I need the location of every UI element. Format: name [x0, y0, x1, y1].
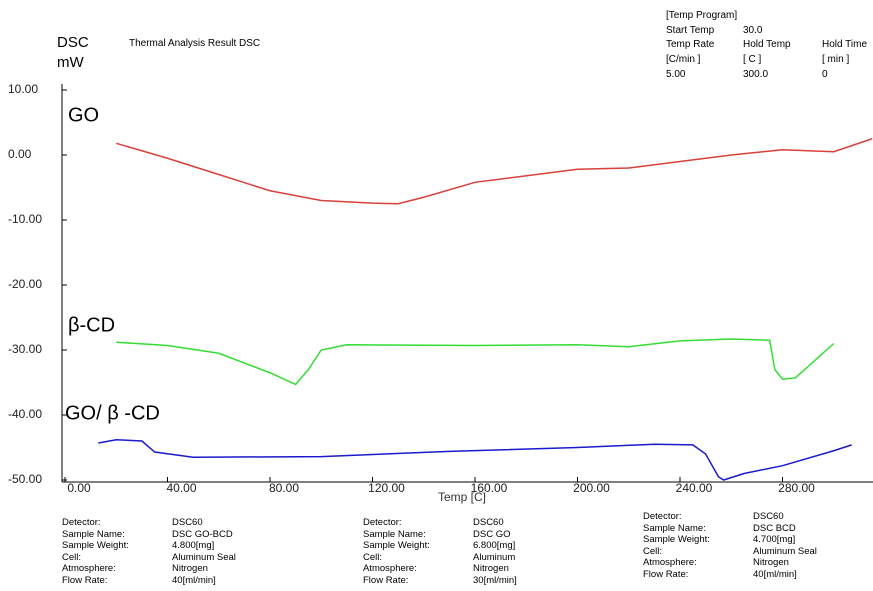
program-cell: [ min ] — [822, 54, 850, 65]
detail-label: Detector: — [363, 517, 402, 528]
detail-label: Sample Weight: — [643, 534, 710, 545]
detail-label: Sample Name: — [363, 528, 426, 540]
detail-value: DSC GO-BCD — [172, 528, 233, 540]
program-cell: Hold Temp — [743, 39, 791, 50]
detail-label: Sample Weight: — [363, 540, 430, 551]
y-tick-label: 0.00 — [8, 147, 32, 161]
detail-value: Nitrogen — [172, 563, 208, 574]
x-tick-label: 240.00 — [676, 481, 713, 495]
program-cell: [C/min ] — [666, 54, 701, 65]
detail-value: DSC60 — [753, 511, 784, 522]
program-cell: Temp Rate — [666, 39, 715, 50]
x-tick-label: 200.00 — [573, 481, 610, 495]
x-tick-label: 0.00 — [67, 481, 91, 495]
program-cell: 300.0 — [743, 69, 769, 80]
y-tick-label: -30.00 — [8, 342, 42, 356]
detail-value: Aluminum — [473, 551, 516, 563]
detail-value: 40[ml/min] — [172, 574, 216, 586]
program-cell: 30.0 — [743, 25, 763, 36]
detail-value: 40[ml/min] — [753, 568, 797, 580]
detail-label: Sample Name: — [62, 528, 125, 540]
detail-label: Cell: — [643, 545, 663, 557]
detail-label: Sample Name: — [643, 522, 706, 534]
detail-value: DSC GO — [473, 528, 511, 540]
x-tick-label: 120.00 — [368, 481, 405, 495]
x-tick-label: 40.00 — [166, 481, 196, 495]
detail-label: Flow Rate: — [643, 568, 689, 580]
detail-label: Atmosphere: — [363, 563, 417, 574]
detail-label: Atmosphere: — [62, 563, 116, 574]
detail-label: Flow Rate: — [62, 574, 108, 586]
detail-label: Cell: — [62, 551, 82, 563]
x-axis-label: Temp [C] — [438, 490, 486, 504]
detail-label: Flow Rate: — [363, 574, 409, 586]
detail-value: 4.800[mg] — [172, 540, 215, 551]
program-cell: 5.00 — [666, 69, 686, 80]
series-label: GO — [68, 104, 99, 126]
detail-label: Detector: — [62, 517, 101, 528]
detail-label: Atmosphere: — [643, 557, 697, 568]
detail-value: 4.700[mg] — [753, 534, 796, 545]
instrument: DSC — [57, 34, 89, 51]
detail-value: 6.800[mg] — [473, 540, 516, 551]
detail-value: Aluminum Seal — [753, 545, 817, 557]
detail-label: Sample Weight: — [62, 540, 129, 551]
detail-value: DSC60 — [473, 517, 504, 528]
x-tick-label: 280.00 — [778, 481, 815, 495]
y-tick-label: -50.00 — [8, 472, 42, 486]
x-tick-label: 80.00 — [269, 481, 299, 495]
series-label: GO/ β -CD — [65, 402, 160, 424]
program-cell: [ C ] — [743, 54, 762, 65]
y-tick-label: 10.00 — [8, 82, 38, 96]
data-line — [98, 438, 852, 481]
detail-value: Aluminum Seal — [172, 551, 236, 563]
data-line — [116, 338, 835, 386]
program-cell: Start Temp — [666, 25, 715, 36]
data-line — [116, 138, 873, 205]
y-tick-label: -20.00 — [8, 277, 42, 291]
program-title: [Temp Program] — [666, 10, 738, 21]
series-label: β-CD — [68, 314, 115, 336]
detail-value: Nitrogen — [473, 563, 509, 574]
program-cell: 0 — [822, 69, 828, 80]
detail-value: DSC60 — [172, 517, 203, 528]
detail-label: Cell: — [363, 551, 383, 563]
detail-value: DSC BCD — [753, 522, 796, 534]
y-tick-label: -40.00 — [8, 407, 42, 421]
header-title: Thermal Analysis Result DSC — [129, 38, 261, 49]
detail-value: Nitrogen — [753, 557, 789, 568]
detail-value: 30[ml/min] — [473, 574, 517, 586]
unit: mW — [57, 54, 84, 71]
y-tick-label: -10.00 — [8, 212, 42, 226]
x-tick-label: 160.00 — [471, 481, 508, 495]
detail-label: Detector: — [643, 511, 682, 522]
program-cell: Hold Time — [822, 39, 868, 50]
